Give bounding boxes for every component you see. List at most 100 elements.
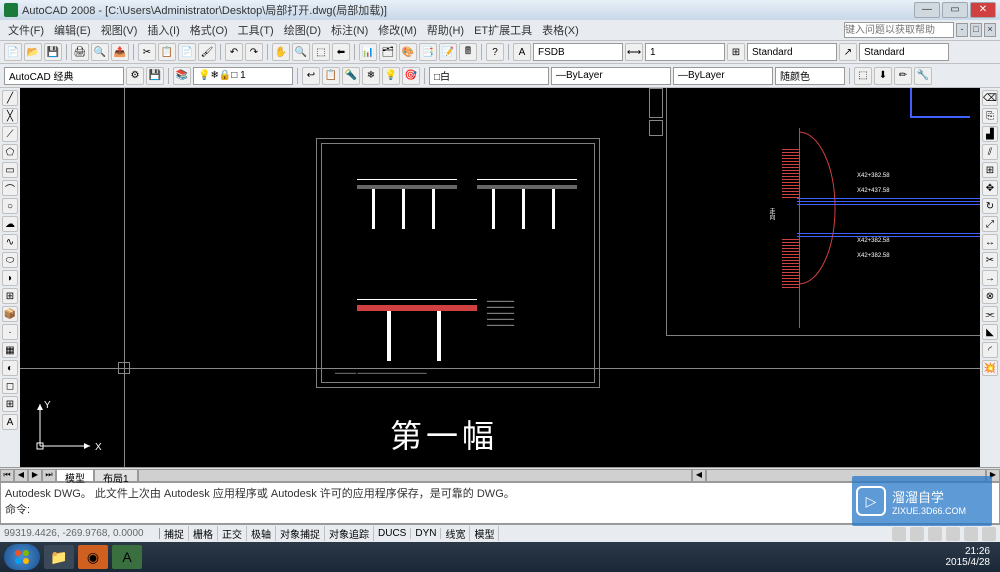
tab-first-icon[interactable]: ⏮	[0, 469, 14, 482]
model-toggle[interactable]: 模型	[470, 526, 499, 541]
zoom-previous-icon[interactable]: ⬅	[332, 43, 350, 61]
layer-manager-icon[interactable]: 📚	[173, 67, 191, 85]
taskbar-app-icon[interactable]: ◉	[78, 545, 108, 569]
tray-icon[interactable]	[964, 527, 978, 541]
workspace-settings-icon[interactable]: ⚙	[126, 67, 144, 85]
polygon-icon[interactable]: ⬠	[2, 144, 18, 160]
new-icon[interactable]: 📄	[4, 43, 22, 61]
osnap-toggle[interactable]: 对象捕捉	[276, 526, 325, 541]
layer-match-icon[interactable]: 🎯	[402, 67, 420, 85]
sheetset-icon[interactable]: 📑	[419, 43, 437, 61]
tab-next-icon[interactable]: ▶	[28, 469, 42, 482]
line-icon[interactable]: ╱	[2, 90, 18, 106]
undo-icon[interactable]: ↶	[225, 43, 243, 61]
redo-icon[interactable]: ↷	[245, 43, 263, 61]
dimstyle-icon[interactable]: ⟷	[625, 43, 643, 61]
menu-tools[interactable]: 工具(T)	[234, 22, 278, 38]
mdi-minimize[interactable]: -	[956, 23, 968, 37]
mleaderstyle-icon[interactable]: ↗	[839, 43, 857, 61]
start-button[interactable]	[4, 544, 40, 570]
matchprop-icon[interactable]: 🖌	[198, 43, 216, 61]
tab-last-icon[interactable]: ⏭	[42, 469, 56, 482]
otrack-toggle[interactable]: 对象追踪	[325, 526, 374, 541]
tab-model[interactable]: 模型	[56, 469, 94, 482]
drawing-canvas[interactable]: ━━━━━━━━━━━━━━━━━━━━━━━━━━━━━━━━━━━━━━━━…	[20, 88, 980, 467]
tray-icon[interactable]	[946, 527, 960, 541]
menu-modify[interactable]: 修改(M)	[374, 22, 421, 38]
markup-icon[interactable]: 📝	[439, 43, 457, 61]
extend-icon[interactable]: →	[982, 270, 998, 286]
cut-icon[interactable]: ✂	[138, 43, 156, 61]
dimstyle-dropdown[interactable]: 1	[645, 43, 725, 61]
zoom-realtime-icon[interactable]: 🔍	[292, 43, 310, 61]
break-icon[interactable]: ⊗	[982, 288, 998, 304]
fillet-icon[interactable]: ◜	[982, 342, 998, 358]
workspace-save-icon[interactable]: 💾	[146, 67, 164, 85]
pan-icon[interactable]: ✋	[272, 43, 290, 61]
menu-dimension[interactable]: 标注(N)	[327, 22, 372, 38]
mtext-icon[interactable]: A	[2, 414, 18, 430]
menu-ettools[interactable]: ET扩展工具	[470, 22, 536, 38]
publish-icon[interactable]: 📤	[111, 43, 129, 61]
mirror-icon[interactable]: ▟	[982, 126, 998, 142]
region-icon[interactable]: ◻	[2, 378, 18, 394]
rotate-icon[interactable]: ↻	[982, 198, 998, 214]
dyn-toggle[interactable]: DYN	[411, 528, 441, 539]
textstyle-icon[interactable]: A	[513, 43, 531, 61]
move-icon[interactable]: ✥	[982, 180, 998, 196]
taskbar-autocad-icon[interactable]: A	[112, 545, 142, 569]
properties-icon[interactable]: 📊	[359, 43, 377, 61]
tray-icon[interactable]	[982, 527, 996, 541]
ortho-toggle[interactable]: 正交	[218, 526, 247, 541]
block-icon[interactable]: ⬚	[854, 67, 872, 85]
save-icon[interactable]: 💾	[44, 43, 62, 61]
lwt-toggle[interactable]: 线宽	[441, 526, 470, 541]
preview-icon[interactable]: 🔍	[91, 43, 109, 61]
tab-prev-icon[interactable]: ◀	[14, 469, 28, 482]
maximize-button[interactable]: ▭	[942, 2, 968, 18]
ellipsearc-icon[interactable]: ◗	[2, 270, 18, 286]
layer-state-icon[interactable]: 📋	[322, 67, 340, 85]
layer-prev-icon[interactable]: ↩	[302, 67, 320, 85]
menu-draw[interactable]: 绘图(D)	[280, 22, 325, 38]
paste-icon[interactable]: 📄	[178, 43, 196, 61]
ducs-toggle[interactable]: DUCS	[374, 528, 411, 539]
toolpalettes-icon[interactable]: 🎨	[399, 43, 417, 61]
makeblock-icon[interactable]: 📦	[2, 306, 18, 322]
copy-icon[interactable]: 📋	[158, 43, 176, 61]
tray-icon[interactable]	[928, 527, 942, 541]
lineweight-dropdown[interactable]: — ByLayer	[673, 67, 773, 85]
block-editor-icon[interactable]: 🔧	[914, 67, 932, 85]
menu-help[interactable]: 帮助(H)	[423, 22, 468, 38]
polar-toggle[interactable]: 极轴	[247, 526, 276, 541]
menu-view[interactable]: 视图(V)	[97, 22, 142, 38]
menu-insert[interactable]: 插入(I)	[143, 22, 183, 38]
color-dropdown[interactable]: □白	[429, 67, 549, 85]
close-button[interactable]: ✕	[970, 2, 996, 18]
menu-file[interactable]: 文件(F)	[4, 22, 48, 38]
mleaderstyle-dropdown[interactable]: Standard	[859, 43, 949, 61]
erase-icon[interactable]: ⌫	[982, 90, 998, 106]
point-icon[interactable]: ·	[2, 324, 18, 340]
designcenter-icon[interactable]: 🗂	[379, 43, 397, 61]
tray-icon[interactable]	[892, 527, 906, 541]
mdi-restore[interactable]: □	[970, 23, 982, 37]
layer-dropdown[interactable]: 💡❄🔒□ 1	[193, 67, 293, 85]
menu-format[interactable]: 格式(O)	[186, 22, 232, 38]
polyline-icon[interactable]: ⟋	[2, 126, 18, 142]
scale-icon[interactable]: ⤢	[982, 216, 998, 232]
menu-table[interactable]: 表格(X)	[538, 22, 583, 38]
hatch-icon[interactable]: ▦	[2, 342, 18, 358]
table-icon[interactable]: ⊞	[2, 396, 18, 412]
minimize-button[interactable]: —	[914, 2, 940, 18]
calc-icon[interactable]: 🖩	[459, 43, 477, 61]
taskbar-explorer-icon[interactable]: 📁	[44, 545, 74, 569]
revcloud-icon[interactable]: ☁	[2, 216, 18, 232]
circle-icon[interactable]: ○	[2, 198, 18, 214]
join-icon[interactable]: ⫘	[982, 306, 998, 322]
array-icon[interactable]: ⊞	[982, 162, 998, 178]
textstyle-dropdown[interactable]: FSDB	[533, 43, 623, 61]
trim-icon[interactable]: ✂	[982, 252, 998, 268]
open-icon[interactable]: 📂	[24, 43, 42, 61]
menu-edit[interactable]: 编辑(E)	[50, 22, 95, 38]
